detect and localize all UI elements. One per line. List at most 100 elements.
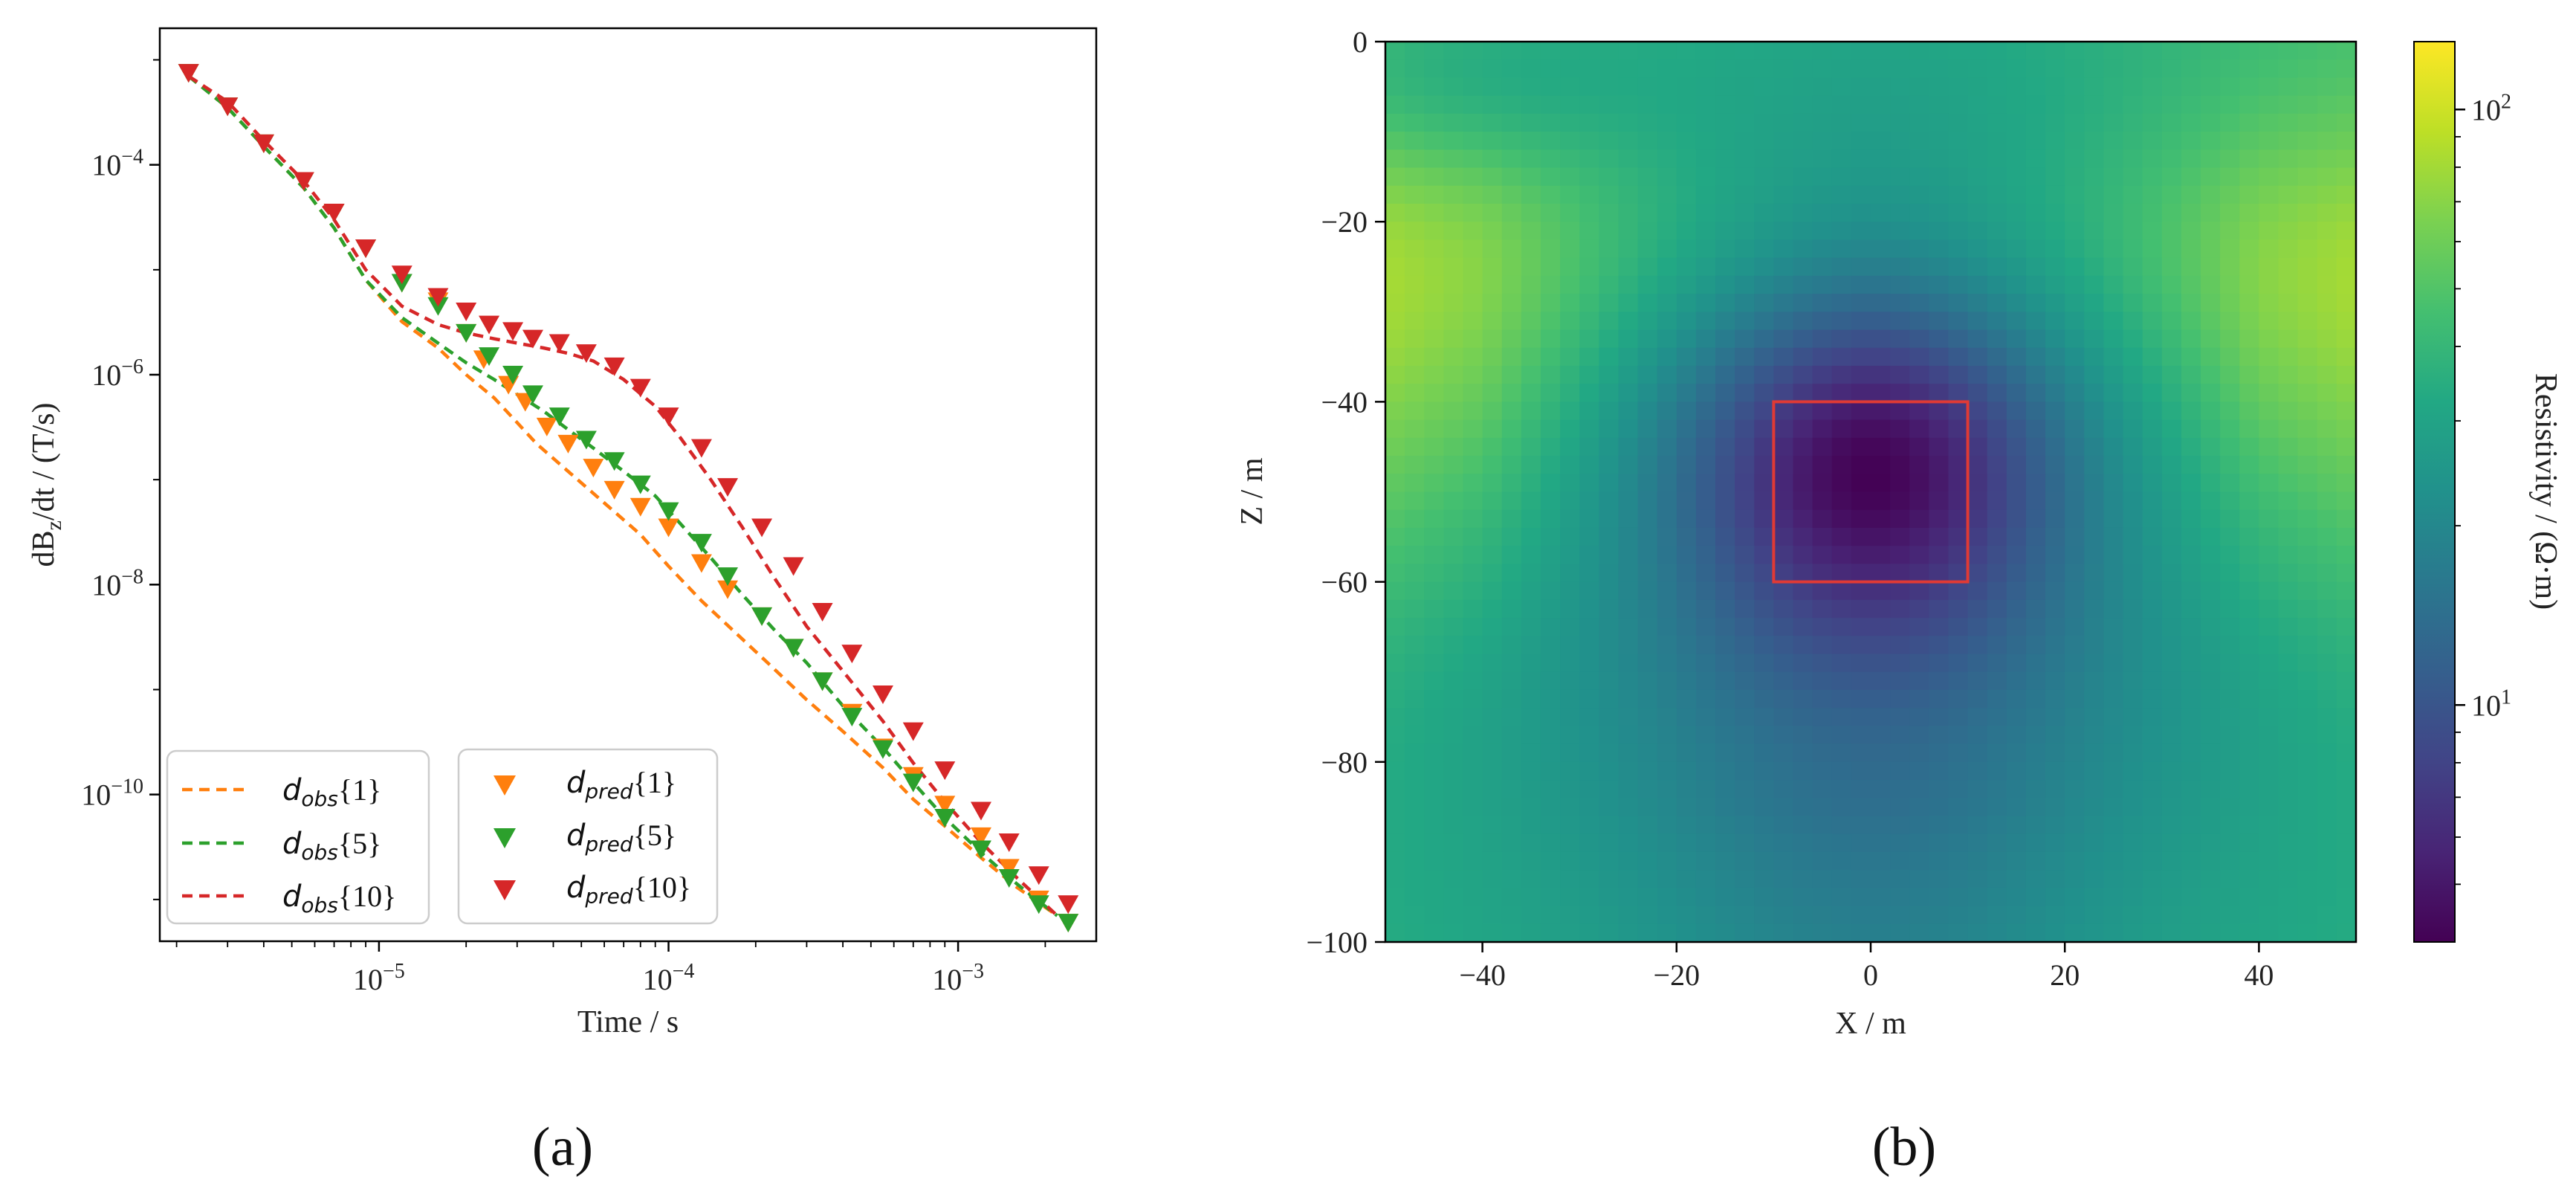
heatmap-cell — [1773, 780, 1794, 799]
heatmap-cell — [2220, 816, 2241, 835]
heatmap-cell — [2065, 365, 2085, 384]
heatmap-cell — [1599, 185, 1619, 204]
heatmap-cell — [2142, 888, 2163, 907]
heatmap-cell — [2123, 222, 2143, 241]
heatmap-cell — [2084, 437, 2105, 456]
heatmap-cell — [2025, 671, 2046, 691]
heatmap-cell — [1871, 77, 1891, 97]
heatmap-cell — [2239, 149, 2260, 169]
heatmap-cell — [1871, 798, 1891, 817]
heatmap-cell — [1871, 239, 1891, 259]
heatmap-cell — [2065, 474, 2085, 493]
heatmap-cell — [2045, 185, 2065, 204]
heatmap-cell — [2201, 456, 2221, 475]
heatmap-cell — [1773, 708, 1794, 727]
heatmap-cell — [2025, 419, 2046, 439]
marker-dpred{5} — [548, 407, 570, 427]
heatmap-cell — [1715, 527, 1735, 546]
heatmap-cell — [1521, 780, 1541, 799]
heatmap-cell — [1929, 743, 1949, 763]
heatmap-cell — [1695, 654, 1716, 673]
heatmap-cell — [1579, 888, 1600, 907]
heatmap-cell — [1735, 564, 1755, 583]
heatmap-cell — [2220, 491, 2241, 511]
heatmap-cell — [1754, 384, 1775, 403]
heatmap-cell — [1871, 509, 1891, 529]
heatmap-cell — [2006, 689, 2027, 709]
heatmap-cell — [1501, 77, 1522, 97]
heatmap-cell — [2142, 780, 2163, 799]
heatmap-cell — [1560, 312, 1580, 331]
heatmap-cell — [1657, 923, 1677, 942]
heatmap-cell — [1987, 599, 2007, 619]
heatmap-cell — [2220, 365, 2241, 384]
heatmap-cell — [2142, 437, 2163, 456]
heatmap-cell — [1443, 689, 1464, 709]
heatmap-cell — [1715, 491, 1735, 511]
marker-dpred{5} — [658, 502, 679, 521]
heatmap-cell — [2084, 222, 2105, 241]
heatmap-cell — [2317, 581, 2337, 601]
heatmap-cell — [1831, 726, 1852, 745]
heatmap-cell — [1929, 167, 1949, 187]
heatmap-cell — [1851, 113, 1871, 132]
heatmap-cell — [2045, 401, 2065, 421]
heatmap-cell — [2181, 527, 2201, 546]
heatmap-cell — [1909, 870, 1930, 889]
heatmap-cell — [2006, 816, 2027, 835]
heatmap-cell — [1618, 671, 1639, 691]
heatmap-cell — [2259, 474, 2279, 493]
heatmap-cell — [1929, 564, 1949, 583]
heatmap-cell — [1579, 167, 1600, 187]
heatmap-cell — [1501, 95, 1522, 114]
heatmap-cell — [1657, 239, 1677, 259]
heatmap-cell — [1715, 474, 1735, 493]
heatmap-cell — [2259, 816, 2279, 835]
heatmap-cell — [2201, 185, 2221, 204]
heatmap-cell — [1385, 401, 1405, 421]
heatmap-cell — [2181, 203, 2201, 222]
heatmap-cell — [1657, 329, 1677, 349]
heatmap-cell — [2201, 384, 2221, 403]
heatmap-cell — [1540, 77, 1561, 97]
heatmap-cell — [1909, 923, 1930, 942]
heatmap-cell — [1424, 365, 1445, 384]
heatmap-cell — [2278, 923, 2299, 942]
heatmap-cell — [1618, 95, 1639, 114]
heatmap-cell — [2336, 546, 2356, 565]
heatmap-cell — [2220, 618, 2241, 637]
heatmap-cell — [1560, 726, 1580, 745]
heatmap-cell — [1618, 312, 1639, 331]
heatmap-cell — [1482, 275, 1503, 294]
heatmap-cell — [1735, 780, 1755, 799]
heatmap-cell — [1676, 671, 1697, 691]
heatmap-cell — [1540, 474, 1561, 493]
marker-dpred{10} — [575, 344, 597, 364]
heatmap-cell — [1405, 203, 1425, 222]
marker-dpred{1} — [690, 554, 712, 573]
heatmap-cell — [1385, 167, 1405, 187]
heatmap-cell — [1521, 870, 1541, 889]
heatmap-cell — [2065, 132, 2085, 151]
heatmap-cell — [2201, 708, 2221, 727]
heatmap-cell — [1424, 654, 1445, 673]
heatmap-cell — [1637, 329, 1658, 349]
heatmap-cell — [2123, 257, 2143, 277]
heatmap-cell — [2336, 888, 2356, 907]
heatmap-cell — [2278, 833, 2299, 853]
heatmap-cell — [1773, 132, 1794, 151]
heatmap-cell — [2123, 761, 2143, 781]
heatmap-cell — [1909, 456, 1930, 475]
heatmap-cell — [1618, 851, 1639, 871]
marker-dpred{5} — [479, 347, 500, 367]
heatmap-cell — [2025, 906, 2046, 925]
heatmap-cell — [2045, 312, 2065, 331]
heatmap-cell — [1463, 203, 1483, 222]
heatmap-cell — [1695, 491, 1716, 511]
heatmap-cell — [1618, 167, 1639, 187]
heatmap-cell — [1851, 870, 1871, 889]
heatmap-cell — [2084, 474, 2105, 493]
heatmap-cell — [1657, 870, 1677, 889]
heatmap-cell — [1695, 59, 1716, 79]
heatmap-cell — [1773, 816, 1794, 835]
